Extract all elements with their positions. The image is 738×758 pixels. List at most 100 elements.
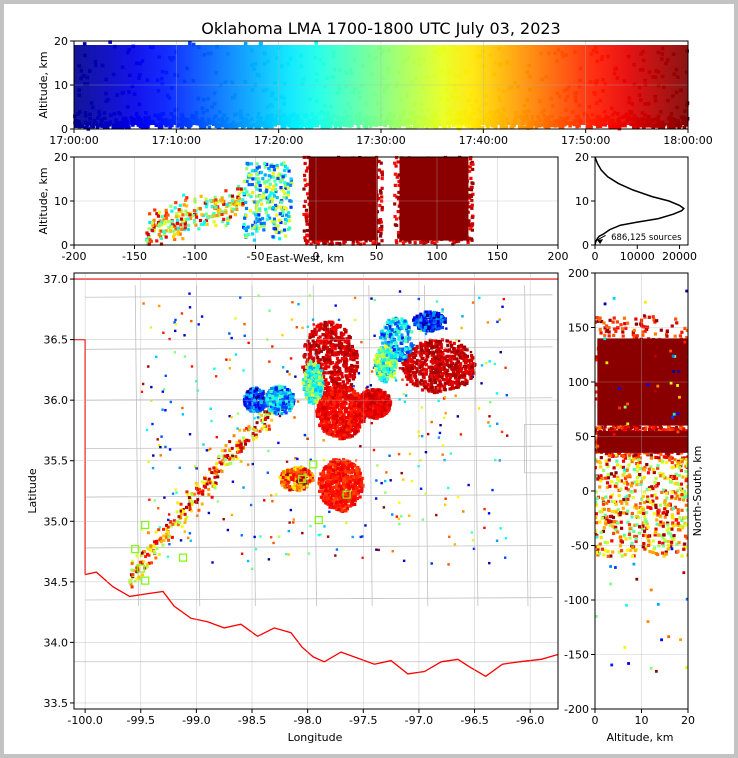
plan-view-point — [375, 479, 377, 481]
plan-view-point — [187, 537, 189, 539]
east-west-point — [174, 201, 177, 204]
east-west-point — [235, 208, 238, 211]
plan-view-point — [405, 394, 407, 396]
plan-view-point — [210, 420, 212, 422]
time-height-x-tick-label: 17:20:00 — [254, 134, 303, 147]
plan-view-point — [182, 510, 185, 513]
plan-view-point — [455, 339, 457, 341]
east-west-point — [274, 188, 277, 191]
east-west-point — [247, 225, 250, 228]
plan-view-point — [244, 443, 247, 446]
plan-view-point — [311, 347, 314, 350]
plan-view-point — [247, 463, 249, 465]
east-west-point — [379, 231, 382, 234]
east-west-point — [394, 184, 397, 187]
east-west-point — [243, 223, 246, 226]
east-west-point — [251, 177, 254, 180]
east-west-point — [287, 193, 290, 196]
plan-view-point — [453, 342, 456, 345]
plan-view-point — [247, 560, 249, 562]
plan-view-point — [330, 377, 333, 380]
east-west-point — [242, 192, 245, 195]
plan-view-point — [496, 392, 498, 394]
plan-view-point — [375, 497, 377, 499]
plan-view-point — [373, 299, 375, 301]
east-west-point — [275, 230, 278, 233]
east-west-point — [206, 216, 209, 219]
plan-view-point — [293, 416, 295, 418]
plan-view-panel: -100.0 -99.5 -99.0 -98.5 -98.0 -97.5 -97.0 -96.… — [44, 273, 559, 727]
time-height-point — [208, 125, 212, 129]
plan-view-point — [340, 343, 343, 346]
plan-view-point — [399, 367, 401, 369]
plan-view-point — [189, 532, 191, 534]
plan-view-point — [317, 325, 320, 328]
east-west-point — [181, 213, 184, 216]
plan-view-point — [444, 498, 446, 500]
east-west-point — [281, 175, 284, 178]
time-height-point — [188, 41, 192, 45]
plan-view-point — [155, 540, 158, 543]
plan-view-point — [355, 369, 358, 372]
east-west-y-tick-label: 20 — [54, 151, 68, 164]
plan-view-point — [230, 416, 232, 418]
plan-view-point — [488, 360, 490, 362]
plan-view-point — [210, 471, 213, 474]
plan-view-point — [438, 436, 440, 438]
east-west-point — [258, 165, 261, 168]
plan-view-point — [443, 363, 446, 366]
plan-view-point — [399, 290, 401, 292]
plan-view-point — [167, 556, 169, 558]
east-west-point — [209, 199, 212, 202]
plan-view-point — [240, 443, 243, 446]
plan-view-point — [323, 525, 325, 527]
east-west-point — [245, 162, 248, 165]
plan-view-point — [211, 482, 214, 485]
east-west-point — [236, 187, 239, 190]
east-west-point — [155, 239, 158, 242]
east-west-point — [306, 223, 309, 226]
east-west-point — [269, 165, 272, 168]
plan-view-point — [228, 449, 231, 452]
plan-view-point — [313, 328, 316, 331]
plan-view-point — [395, 379, 397, 381]
plan-view-point — [448, 387, 451, 390]
plan-view-point — [243, 323, 245, 325]
plan-view-point — [338, 346, 341, 349]
east-west-point — [197, 227, 200, 230]
east-west-point — [232, 208, 235, 211]
plan-view-point — [242, 436, 245, 439]
plan-view-point — [440, 376, 443, 379]
plan-view-point — [433, 378, 436, 381]
plan-view-point — [430, 374, 433, 377]
plan-view-point — [224, 455, 227, 458]
east-west-point — [380, 225, 383, 228]
plan-view-point — [346, 345, 349, 348]
time-height-x-tick-label: 17:10:00 — [152, 134, 201, 147]
plan-view-point — [388, 455, 390, 457]
plan-view-point — [206, 449, 208, 451]
plan-view-point — [130, 579, 133, 582]
plan-view-point — [351, 536, 353, 538]
plan-view-point — [345, 358, 348, 361]
east-west-point — [192, 214, 195, 217]
east-west-point — [269, 183, 272, 186]
time-height-point — [365, 125, 369, 129]
plan-view-point — [448, 348, 451, 351]
plan-view-point — [488, 415, 490, 417]
plan-view-point — [184, 530, 186, 532]
plan-view-point — [370, 384, 372, 386]
plan-view-point — [504, 367, 506, 369]
plan-view-point — [191, 500, 194, 503]
plan-view-point — [147, 461, 149, 463]
east-west-point — [213, 220, 216, 223]
plan-view-point — [165, 533, 168, 536]
east-west-point — [471, 216, 474, 219]
plan-view-point — [336, 548, 338, 550]
plan-view-point — [272, 542, 274, 544]
plan-view-point — [342, 380, 345, 383]
plan-view-point — [224, 449, 227, 452]
plan-view-point — [174, 351, 176, 353]
east-west-point — [214, 224, 217, 227]
east-west-point — [215, 214, 218, 217]
